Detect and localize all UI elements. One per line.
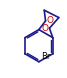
Text: O: O (46, 16, 53, 25)
Text: O: O (41, 24, 48, 33)
Text: Br: Br (41, 52, 51, 61)
